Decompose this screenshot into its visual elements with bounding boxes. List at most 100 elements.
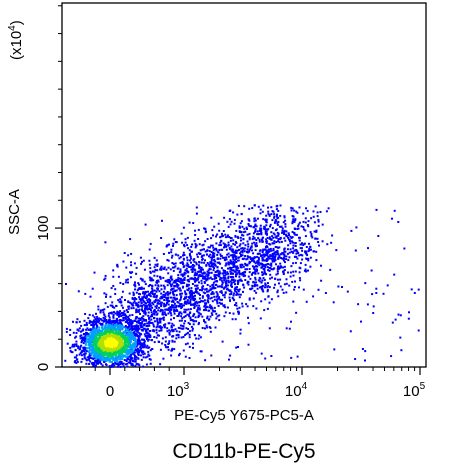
scatter-point [114,312,117,315]
scatter-point [187,289,190,292]
scatter-point [75,358,78,361]
scatter-point [257,258,260,261]
scatter-point [181,305,183,308]
scatter-point [182,327,185,330]
scatter-point [238,269,241,272]
scatter-point [138,298,141,301]
scatter-point [143,333,146,336]
scatter-point [162,293,165,296]
scatter-point [144,306,147,309]
scatter-point [197,252,200,255]
scatter-point [92,340,95,343]
scatter-point [164,340,167,343]
scatter-point [218,319,221,322]
scatter-point [76,318,79,321]
scatter-point [93,350,96,353]
scatter-point [122,317,125,319]
scatter-point [278,254,281,257]
scatter-point [221,283,224,286]
scatter-point [242,242,245,245]
scatter-point [111,330,114,333]
scatter-point [225,280,228,283]
scatter-point [170,314,173,317]
scatter-point [235,346,238,349]
scatter-point [100,356,102,359]
scatter-point [194,301,197,304]
scatter-point [261,251,264,254]
scatter-point [300,253,302,256]
scatter-point [86,327,89,330]
scatter-point [195,206,198,209]
scatter-point [194,271,197,274]
scatter-point [202,268,204,271]
scatter-point [171,322,174,325]
scatter-point [112,327,115,330]
scatter-point [151,306,154,309]
scatter-point [331,234,334,237]
scatter-point [141,320,144,323]
scatter-point [212,310,215,313]
scatter-point [136,321,139,324]
scatter-point [84,292,87,295]
scatter-point [214,264,217,267]
scatter-point [367,247,369,250]
scatter-point [274,236,277,239]
scatter-point [271,242,274,245]
scatter-point [151,287,154,290]
scatter-point [89,353,91,356]
scatter-point [111,339,114,342]
scatter-point [267,212,270,215]
scatter-point [102,328,105,331]
scatter-point [189,308,192,311]
scatter-point [269,273,272,276]
scatter-point [71,345,74,348]
scatter-point [100,354,103,357]
scatter-point [117,340,120,343]
scatter-point [154,269,157,271]
scatter-point [192,313,195,316]
scatter-point [143,280,146,283]
scatter-point [95,362,98,365]
scatter-point [265,249,268,252]
scatter-point [148,333,151,336]
scatter-point [179,261,182,264]
scatter-point [83,356,86,359]
scatter-point [182,263,184,266]
scatter-point [115,343,118,346]
scatter-point [176,301,179,303]
scatter-point [274,283,276,286]
scatter-point [280,257,283,259]
scatter-point [237,281,240,284]
scatter-point [302,288,305,291]
scatter-point [197,316,200,319]
scatter-point [103,357,106,360]
scatter-point [272,257,274,260]
scatter-point [195,278,198,281]
scatter-point [350,229,353,232]
scatter-point [139,319,142,321]
scatter-point [164,336,167,339]
scatter-point [228,218,231,221]
x-axis: 0 103 104 105 [79,367,426,400]
scatter-point [228,296,231,299]
scatter-point [108,337,111,340]
scatter-point [172,335,175,338]
scatter-point [257,272,260,275]
scatter-point [137,357,140,360]
scatter-point [272,236,275,239]
scatter-point [224,264,227,267]
scatter-point [266,288,269,291]
scatter-point [165,268,168,271]
scatter-point [235,258,238,260]
scatter-point [190,250,193,253]
scatter-point [377,235,380,237]
scatter-point [94,350,97,353]
scatter-point [305,300,308,303]
scatter-point [313,230,316,233]
scatter-point [264,228,267,231]
scatter-point [116,348,119,351]
scatter-point [216,269,219,272]
scatter-point [69,334,72,336]
scatter-point [150,309,152,312]
scatter-point [138,351,141,354]
